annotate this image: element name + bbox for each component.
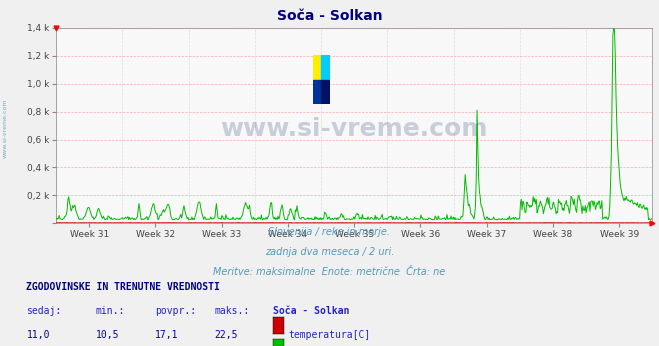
Text: www.si-vreme.com: www.si-vreme.com <box>3 98 8 158</box>
Text: www.si-vreme.com: www.si-vreme.com <box>221 117 488 141</box>
Text: sedaj:: sedaj: <box>26 306 61 316</box>
Text: Soča - Solkan: Soča - Solkan <box>277 9 382 22</box>
Bar <box>313 80 322 104</box>
Text: zadnja dva meseca / 2 uri.: zadnja dva meseca / 2 uri. <box>265 247 394 257</box>
Text: temperatura[C]: temperatura[C] <box>288 330 370 340</box>
Bar <box>322 80 330 104</box>
Text: 10,5: 10,5 <box>96 330 119 340</box>
Text: min.:: min.: <box>96 306 125 316</box>
Bar <box>322 55 330 80</box>
Text: ZGODOVINSKE IN TRENUTNE VREDNOSTI: ZGODOVINSKE IN TRENUTNE VREDNOSTI <box>26 282 220 292</box>
Text: Meritve: maksimalne  Enote: metrične  Črta: ne: Meritve: maksimalne Enote: metrične Črta… <box>214 267 445 277</box>
Text: Soča - Solkan: Soča - Solkan <box>273 306 350 316</box>
Bar <box>313 55 322 80</box>
Text: Slovenija / reke in morje.: Slovenija / reke in morje. <box>268 227 391 237</box>
Text: 22,5: 22,5 <box>214 330 238 340</box>
Text: maks.:: maks.: <box>214 306 249 316</box>
Text: 11,0: 11,0 <box>26 330 50 340</box>
Text: povpr.:: povpr.: <box>155 306 196 316</box>
Text: 17,1: 17,1 <box>155 330 179 340</box>
